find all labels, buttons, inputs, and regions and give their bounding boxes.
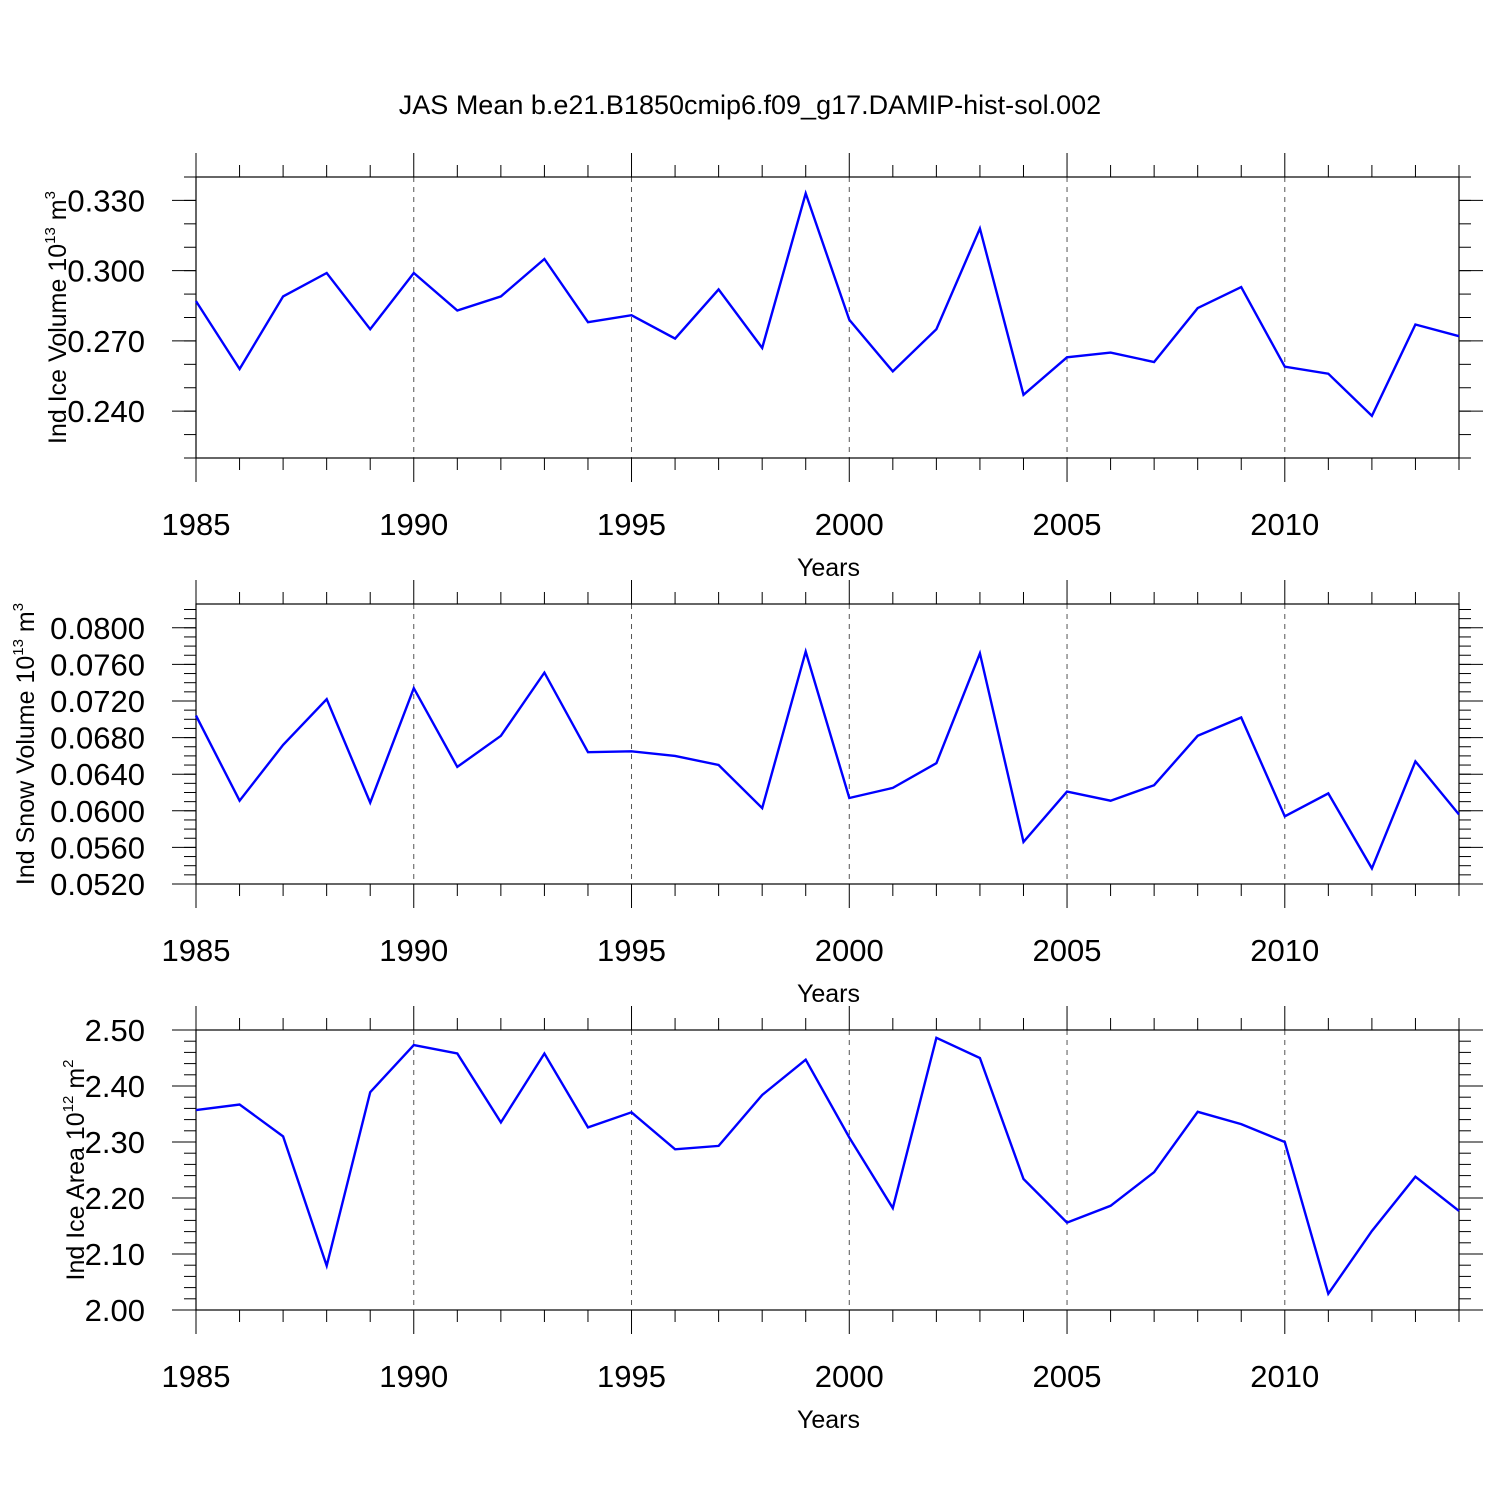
y-axis-unit-exponent: 3: [10, 603, 27, 611]
x-tick-label: 2010: [1250, 507, 1319, 542]
y-axis-title: Ind Snow Volume 1013 m3: [10, 603, 40, 885]
x-tick-label: 2005: [1033, 1359, 1102, 1394]
x-tick-label: 2000: [815, 507, 884, 542]
y-axis-title: Ind Ice Volume 1013 m3: [42, 191, 72, 444]
y-tick-label: 2.20: [85, 1181, 145, 1216]
ice-area-series-line: [195, 1036, 1460, 1297]
x-tick-label: 1995: [597, 933, 666, 968]
plot-frame: [195, 603, 1460, 885]
x-tick-label: 1985: [162, 507, 231, 542]
x-tick-label: 2005: [1033, 933, 1102, 968]
x-tick-label: 2000: [815, 933, 884, 968]
x-axis-title: Years: [797, 1406, 860, 1434]
y-tick-label: 2.30: [85, 1125, 145, 1160]
x-tick-label: 1995: [597, 1359, 666, 1394]
y-axis-exponent: 13: [42, 227, 59, 244]
x-tick-label: 1990: [379, 933, 448, 968]
x-axis-title: Years: [797, 554, 860, 582]
x-tick-label: 2010: [1250, 933, 1319, 968]
snow-volume-series-line: [194, 647, 1460, 872]
y-tick-label: 0.0720: [50, 684, 145, 719]
y-tick-label: 0.0760: [50, 647, 145, 682]
x-tick-label: 1990: [379, 507, 448, 542]
ice-area-panel: 2.00 2.10 2.20 2.30 2.40 2.50 1985 1990 1995 2000…: [60, 1006, 1483, 1434]
y-tick-label: 0.240: [67, 394, 145, 429]
y-axis-exponent: 13: [10, 639, 27, 656]
y-tick-label: 2.50: [85, 1013, 145, 1048]
y-tick-label: 0.0600: [50, 794, 145, 829]
plot-frame: [195, 176, 1460, 459]
snow-volume-panel: 0.05200.05600.06000.06400.06800.07200.07…: [10, 580, 1483, 1008]
y-axis-unit: m: [12, 611, 40, 639]
x-tick-label: 2010: [1250, 1359, 1319, 1394]
y-tick-label: 0.270: [67, 324, 145, 359]
y-axis-unit-exponent: 2: [60, 1060, 77, 1068]
y-axis-exponent: 12: [60, 1096, 77, 1113]
y-axis-title-text: Ind Ice Volume 10: [44, 244, 72, 444]
y-tick-label: 0.300: [67, 254, 145, 289]
x-tick-label: 1985: [162, 933, 231, 968]
y-axis-unit-exponent: 3: [42, 191, 59, 199]
y-tick-label: 0.0520: [50, 867, 145, 902]
ice-volume-series-line: [194, 189, 1460, 418]
x-tick-label: 1995: [597, 507, 666, 542]
y-tick-label: 2.10: [85, 1237, 145, 1272]
y-tick-label: 0.0640: [50, 757, 145, 792]
chart-title: JAS Mean b.e21.B1850cmip6.f09_g17.DAMIP-…: [399, 90, 1101, 120]
y-tick-label: 0.0560: [50, 830, 145, 865]
y-axis-title-text: Ind Snow Volume 10: [12, 656, 40, 885]
y-axis-title-text: Ind Ice Area 10: [62, 1112, 90, 1280]
plot-frame: [195, 1029, 1460, 1311]
y-axis-unit: m: [44, 199, 72, 227]
y-tick-label: 0.330: [67, 183, 145, 218]
y-tick-label: 0.0800: [50, 611, 145, 646]
y-tick-label: 2.00: [85, 1293, 145, 1328]
y-tick-label: 2.40: [85, 1069, 145, 1104]
y-tick-label: 0.0680: [50, 721, 145, 756]
x-tick-label: 2005: [1033, 507, 1102, 542]
x-tick-label: 2000: [815, 1359, 884, 1394]
y-axis-title: Ind Ice Area 1012 m2: [60, 1060, 90, 1281]
x-tick-label: 1985: [162, 1359, 231, 1394]
x-tick-label: 1990: [379, 1359, 448, 1394]
ice-volume-panel: 0.240 0.270 0.300 0.330 1985 1990 1995 2000 2005…: [42, 153, 1483, 582]
y-axis-unit: m: [62, 1068, 90, 1096]
x-axis-title: Years: [797, 980, 860, 1008]
